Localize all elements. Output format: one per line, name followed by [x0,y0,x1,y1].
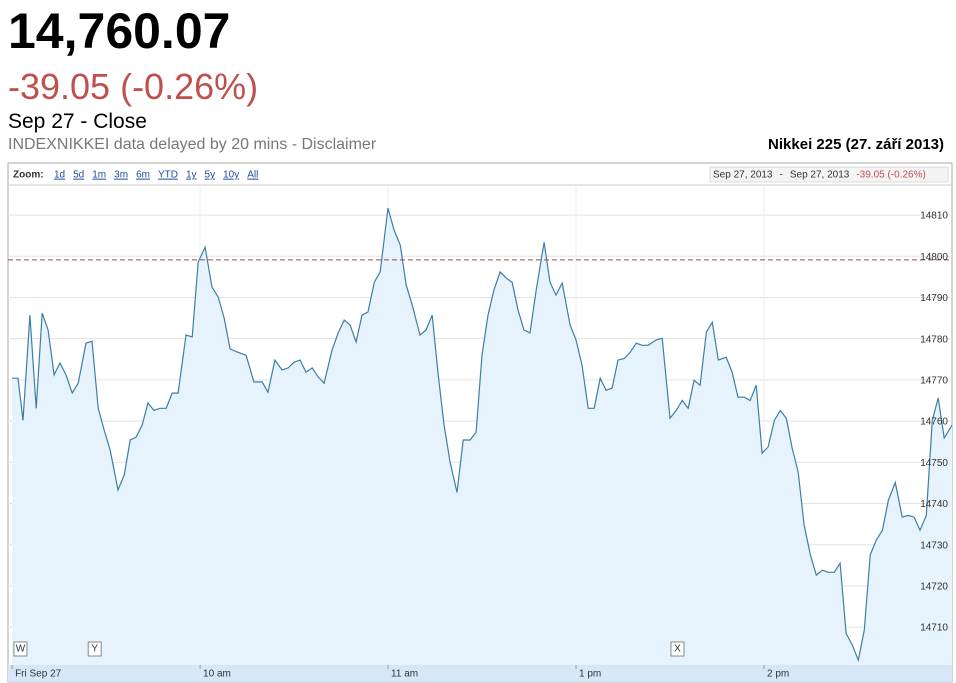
annotation-flag [13,641,28,657]
y-tick-label: 14780 [920,334,948,345]
x-tick-label: 1 pm [579,669,601,680]
y-tick-label: 14810 [920,211,948,222]
line [12,207,953,663]
y-tick-label: 14790 [920,293,948,304]
zoom-option[interactable]: All [247,170,258,181]
price: 14,760.07 [8,3,231,59]
zoom-option[interactable]: 5y [205,170,216,181]
x-tick-label: 11 am [391,669,418,680]
annotation-label: X [674,644,681,655]
zoom-option[interactable]: 5d [73,170,84,181]
y-tick-label: 14730 [920,540,948,551]
zoom-option[interactable]: 1m [92,170,106,181]
y-tick-label: 14760 [920,417,948,428]
x-tick-label: 10 am [203,669,231,680]
zoom-option[interactable]: 1d [54,170,65,181]
y-tick-label: 14720 [920,582,948,593]
annotation-flag [87,641,102,657]
area [12,208,953,665]
y-tick-label: 14740 [920,499,948,510]
x-tick-label: 2 pm [767,669,789,680]
delay-note: INDEXNIKKEI data delayed by 20 mins - Di… [8,136,377,153]
zoom-option[interactable]: 10y [223,170,239,181]
range-range-change: -39.05 (-0.26%) [856,170,925,181]
x-axis-band [8,665,952,682]
range-range-end: Sep 27, 2013 [790,170,850,181]
status: Sep 27 - Close [8,110,147,133]
annotation-label: W [16,644,26,655]
y-tick-label: 14770 [920,376,948,387]
zoom-option[interactable]: 3m [114,170,128,181]
annotation-flag [670,641,685,657]
x-tick-label: Fri Sep 27 [15,669,62,680]
range-range-sep: - [780,170,783,181]
y-tick-label: 14750 [920,458,948,469]
annotation-label: Y [91,644,98,655]
zoom-label: Zoom: [13,170,44,181]
range-box [709,166,949,183]
zoom-option[interactable]: 6m [136,170,150,181]
chart-title: Nikkei 225 (27. září 2013) [768,136,944,153]
range-range-start: Sep 27, 2013 [713,170,773,181]
y-tick-label: 14800 [920,252,948,263]
y-tick-label: 14710 [920,623,948,634]
price-change: -39.05 (-0.26%) [8,66,259,107]
zoom-option[interactable]: YTD [158,170,178,181]
zoom-option[interactable]: 1y [186,170,197,181]
